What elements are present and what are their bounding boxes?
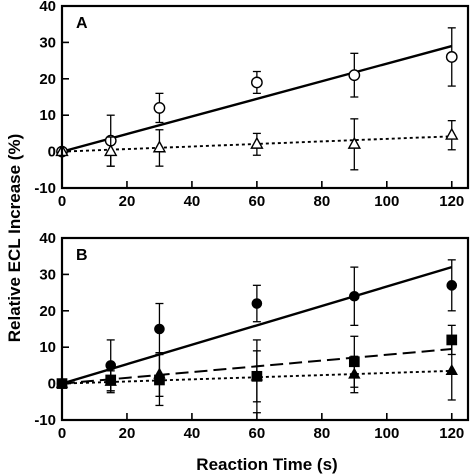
data-point-open-triangle: [445, 127, 459, 140]
y-tick-label: 40: [39, 0, 56, 15]
data-point-open-circle: [348, 69, 361, 82]
x-tick-label: 60: [249, 425, 266, 442]
data-point-open-triangle: [104, 143, 118, 157]
panel-letter: A: [76, 15, 88, 32]
data-point-filled-circle: [349, 290, 360, 302]
x-tick-label: 0: [58, 425, 66, 442]
series-open-triangle: [55, 118, 459, 171]
fit-line-dotted: [61, 135, 452, 153]
y-axis-title: Relative ECL Increase (%): [5, 134, 24, 343]
data-point-open-circle: [153, 102, 166, 114]
plot-frame: [60, 236, 470, 422]
data-point-filled-triangle: [250, 369, 264, 381]
y-tick-label: 30: [39, 34, 56, 51]
data-point-filled-triangle: [348, 367, 361, 379]
x-tick-label: 80: [313, 425, 330, 442]
plot-frame: [60, 4, 470, 190]
y-tick-label: 10: [39, 107, 56, 124]
y-tick-label: 0: [48, 144, 56, 161]
data-point-filled-circle: [154, 323, 165, 335]
x-tick-label: 60: [249, 193, 266, 210]
data-point-open-triangle: [250, 136, 264, 149]
y-tick-label: 10: [39, 339, 56, 356]
data-point-filled-circle: [446, 280, 458, 291]
x-tick-label: 80: [313, 193, 330, 210]
x-axis-title: Reaction Time (s): [196, 455, 337, 474]
fit-line-solid: [61, 44, 453, 153]
series-filled-triangle: [55, 339, 458, 414]
x-tick-label: 120: [439, 193, 464, 210]
panel-letter: B: [76, 247, 88, 264]
x-tick-label: 20: [119, 425, 136, 442]
data-point-filled-circle: [251, 298, 263, 309]
x-tick-label: 40: [184, 193, 201, 210]
data-point-filled-triangle: [104, 374, 117, 386]
fit-line-solid: [61, 265, 453, 385]
data-point-open-circle: [445, 51, 458, 63]
y-tick-label: -10: [34, 412, 56, 429]
y-tick-label: 0: [48, 376, 56, 393]
data-point-open-triangle: [152, 140, 167, 153]
data-point-open-circle: [250, 76, 263, 89]
x-tick-label: 100: [374, 425, 399, 442]
y-tick-label: 30: [39, 266, 56, 283]
x-tick-label: 120: [439, 425, 464, 442]
y-tick-label: 20: [39, 303, 56, 320]
x-tick-label: 40: [184, 425, 201, 442]
y-tick-label: 20: [39, 71, 56, 88]
data-point-filled-triangle: [153, 367, 166, 379]
x-tick-label: 0: [58, 193, 66, 210]
y-tick-label: -10: [34, 180, 56, 197]
x-tick-label: 100: [374, 193, 399, 210]
x-tick-label: 20: [119, 193, 136, 210]
data-point-open-triangle: [347, 136, 362, 149]
y-tick-label: 40: [39, 230, 56, 247]
data-point-filled-triangle: [445, 363, 458, 375]
